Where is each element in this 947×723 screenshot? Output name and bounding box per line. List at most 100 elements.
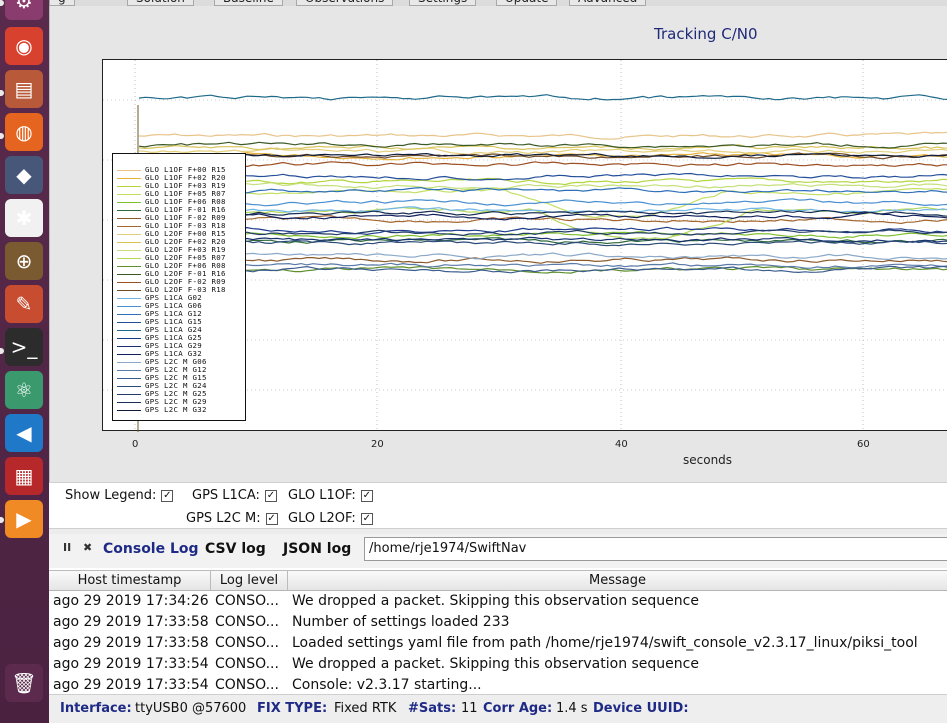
gps-l2cm-checkbox[interactable]: ✓: [265, 512, 278, 525]
drawing-app-icon[interactable]: ✎: [5, 285, 43, 323]
terminal-icon-glyph: >_: [10, 335, 38, 359]
gps-l2cm-label: GPS L2C M:: [186, 511, 261, 526]
series-line: [138, 186, 947, 194]
log-cell-timestamp: ago 29 2019 17:33:58: [53, 635, 209, 651]
legend-swatch: [117, 401, 141, 403]
ethereum-icon-glyph: ◆: [16, 163, 32, 187]
legend-swatch: [117, 209, 141, 211]
interface-label: Interface:: [60, 701, 132, 716]
sats-value: 11: [461, 701, 478, 716]
atom-icon[interactable]: ⚛: [5, 371, 43, 409]
ubuntu-software-icon[interactable]: ⚙: [5, 0, 43, 20]
clear-log-button[interactable]: ✖: [83, 541, 93, 554]
tab-6[interactable]: Advanced: [569, 0, 647, 6]
pause-button[interactable]: II: [63, 541, 72, 554]
tab-console-log[interactable]: Console Log: [103, 541, 199, 557]
tab-4[interactable]: Settings: [409, 0, 477, 6]
series-line: [138, 198, 947, 207]
trash-icon-glyph: 🗑: [11, 671, 37, 695]
x-tick-label: 60: [857, 439, 870, 450]
tab-2[interactable]: Baseline: [214, 0, 283, 6]
chart-legend: GLO L1OF F+00 R15 GLO L1OF F+02 R20 GLO L1…: [112, 153, 246, 421]
legend-swatch: [117, 233, 141, 235]
legend-entry: GPS L1CA G15: [117, 318, 202, 326]
series-line: [138, 144, 947, 151]
legend-swatch: [117, 345, 141, 347]
gecko-icon[interactable]: ✱: [5, 199, 43, 237]
log-cell-message: Number of settings loaded 233: [292, 614, 510, 630]
legend-label: GPS L2C M G06: [145, 357, 207, 366]
column-message[interactable]: Message: [589, 573, 646, 588]
legend-entry: GPS L1CA G32: [117, 350, 202, 358]
glo-l2of-checkbox[interactable]: ✓: [360, 512, 373, 525]
series-line: [138, 206, 947, 214]
log-row[interactable]: ago 29 2019 17:34:26 CONSO... We dropped a…: [49, 591, 947, 612]
series-line: [138, 237, 947, 245]
red-app-icon[interactable]: ▦: [5, 457, 43, 495]
firefox-icon-glyph: ◍: [15, 120, 33, 144]
legend-label: GLO L1OF F+06 R08: [145, 197, 226, 206]
ethereum-icon[interactable]: ◆: [5, 156, 43, 194]
legend-swatch: [117, 281, 141, 283]
terminal-icon[interactable]: >_: [5, 328, 43, 366]
tab-csv-log[interactable]: CSV log: [205, 541, 266, 557]
legend-label: GLO L2OF F-02 R09: [145, 277, 226, 286]
legend-label: GPS L2C M G15: [145, 373, 207, 382]
legend-swatch: [117, 385, 141, 387]
tab-3[interactable]: Observations: [296, 0, 394, 6]
crosshair-icon-glyph: ⊕: [15, 249, 33, 273]
gps-l1ca-option: GPS L1CA: ✓: [192, 488, 277, 503]
show-legend-checkbox[interactable]: ✓: [161, 489, 174, 502]
series-line: [138, 265, 947, 274]
legend-swatch: [117, 337, 141, 339]
files-icon[interactable]: ▤: [5, 70, 43, 108]
glo-l2of-option: GLO L2OF: ✓: [288, 511, 373, 526]
legend-label: GPS L2C M G29: [145, 397, 207, 406]
series-line: [138, 141, 947, 149]
log-row[interactable]: ago 29 2019 17:33:58 CONSO... Number of se…: [49, 612, 947, 633]
legend-label: GLO L1OF F+03 R19: [145, 181, 226, 190]
log-cell-message: We dropped a packet. Skipping this obser…: [292, 656, 699, 672]
tab-0[interactable]: g: [49, 0, 75, 6]
log-row[interactable]: ago 29 2019 17:33:54 CONSO... Console: v2.…: [49, 675, 947, 696]
legend-entry: GPS L1CA G24: [117, 326, 202, 334]
status-bar: Interface: ttyUSB0 @57600 FIX TYPE: Fixe…: [49, 694, 947, 723]
glo-l1of-option: GLO L1OF: ✓: [288, 488, 373, 503]
log-cell-level: CONSO...: [215, 614, 279, 630]
column-log-level[interactable]: Log level: [211, 571, 288, 591]
panel-splitter[interactable]: [49, 528, 947, 534]
legend-swatch: [117, 313, 141, 315]
tab-json-log[interactable]: JSON log: [283, 541, 352, 557]
legend-entry: GPS L2C M G32: [117, 406, 207, 414]
vscode-icon-glyph: ◀: [16, 421, 32, 445]
series-line: [138, 238, 947, 247]
legend-label: GLO L2OF F+00 R15: [145, 229, 226, 238]
series-line: [138, 182, 947, 190]
glo-l1of-checkbox[interactable]: ✓: [360, 489, 373, 502]
fix-type-label: FIX TYPE:: [257, 701, 328, 716]
swift-console-icon[interactable]: ▶: [5, 500, 43, 538]
tab-5[interactable]: Update: [496, 0, 558, 6]
legend-label: GLO L1OF F+00 R15: [145, 165, 226, 174]
chrome-icon[interactable]: ◉: [5, 27, 43, 65]
tab-1[interactable]: Solution: [127, 0, 194, 6]
log-row[interactable]: ago 29 2019 17:33:58 CONSO... Loaded setti…: [49, 633, 947, 654]
vscode-icon[interactable]: ◀: [5, 414, 43, 452]
main-tab-bar: g Solution Baseline Observations Settings Upd…: [49, 0, 947, 6]
legend-label: GLO L1OF F-02 R09: [145, 213, 226, 222]
firefox-icon[interactable]: ◍: [5, 113, 43, 151]
legend-label: GPS L1CA G25: [145, 333, 202, 342]
legend-label: GLO L2OF F-03 R18: [145, 285, 226, 294]
log-cell-level: CONSO...: [215, 677, 279, 693]
legend-entry: GLO L1OF F+00 R15: [117, 166, 226, 174]
legend-entry: GLO L1OF F-03 R18: [117, 222, 226, 230]
series-line: [138, 229, 947, 237]
gps-l1ca-checkbox[interactable]: ✓: [264, 489, 277, 502]
log-row[interactable]: ago 29 2019 17:33:54 CONSO... We dropped a…: [49, 654, 947, 675]
column-host-timestamp[interactable]: Host timestamp: [49, 571, 211, 591]
crosshair-icon[interactable]: ⊕: [5, 242, 43, 280]
show-legend-option: Show Legend: ✓: [65, 488, 174, 503]
legend-entry: GPS L1CA G06: [117, 302, 202, 310]
log-path-input[interactable]: /home/rje1974/SwiftNav: [364, 537, 947, 561]
trash-icon[interactable]: 🗑: [5, 664, 43, 702]
